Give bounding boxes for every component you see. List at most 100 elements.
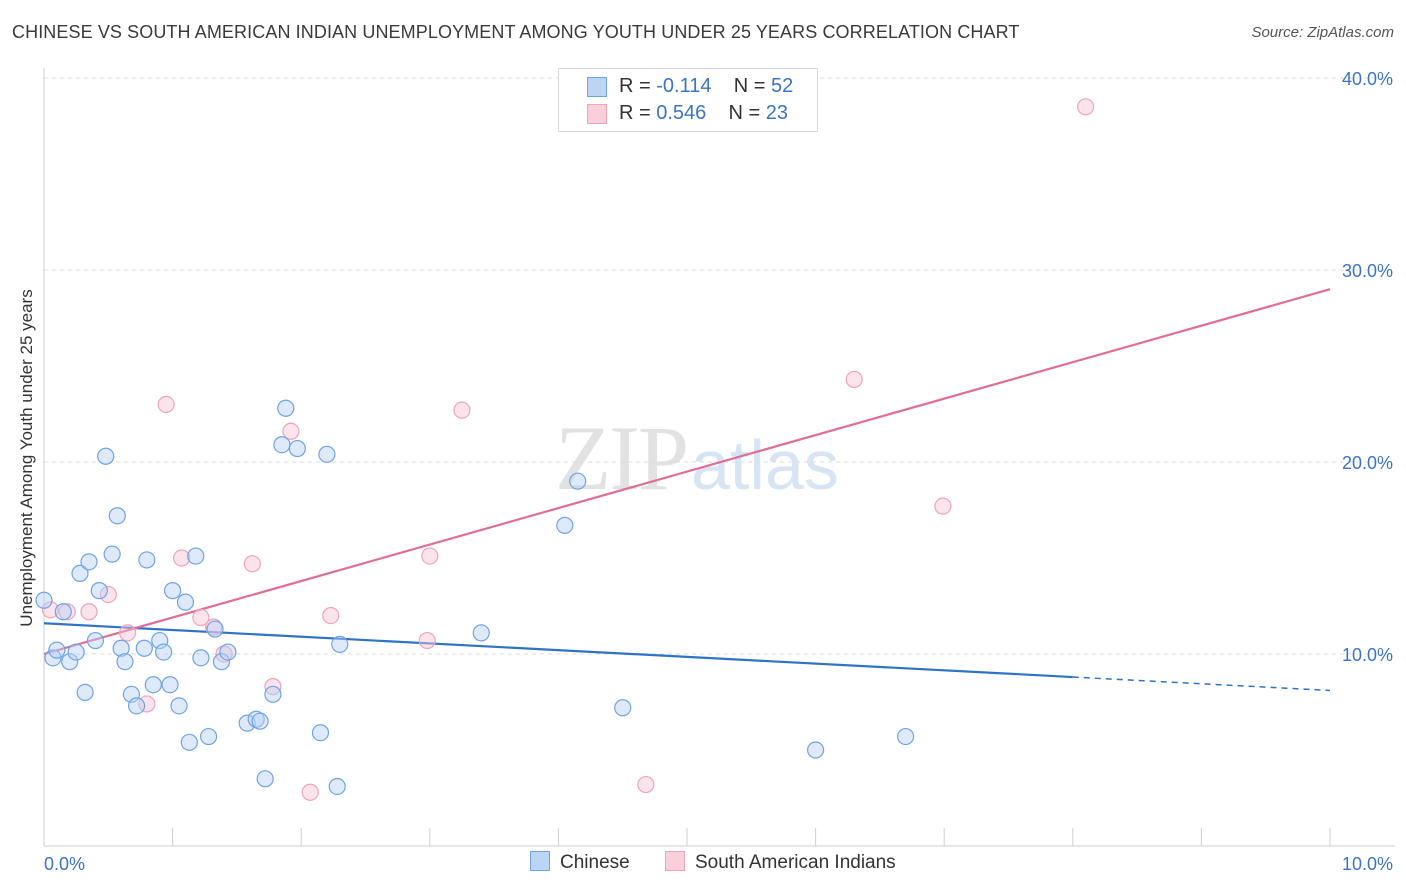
point-chinese bbox=[112, 639, 130, 657]
point-south-american-indian bbox=[421, 547, 439, 565]
point-chinese bbox=[331, 635, 349, 654]
trend-line-south-american-indians bbox=[43, 288, 1331, 656]
y-tick-label: 10.0% bbox=[1342, 645, 1393, 665]
trend-lines bbox=[43, 288, 1331, 692]
point-chinese bbox=[277, 399, 295, 417]
point-south-american-indian bbox=[845, 370, 863, 389]
y-tick-label: 30.0% bbox=[1342, 261, 1393, 281]
point-chinese bbox=[328, 777, 346, 796]
point-south-american-indian bbox=[99, 585, 117, 604]
bottom-legend-south-american-indians-label: South American Indians bbox=[695, 852, 896, 873]
watermark: ZIPatlas bbox=[555, 405, 839, 511]
point-chinese bbox=[219, 643, 237, 661]
point-south-american-indian bbox=[118, 624, 137, 642]
point-chinese bbox=[256, 770, 274, 788]
point-chinese bbox=[116, 653, 134, 671]
south-american-indian-swatch bbox=[587, 104, 607, 124]
point-chinese bbox=[897, 727, 915, 746]
point-south-american-indian bbox=[157, 395, 175, 413]
y-tick-label: 20.0% bbox=[1342, 453, 1393, 473]
point-chinese bbox=[76, 683, 94, 702]
point-south-american-indian bbox=[934, 497, 952, 515]
point-chinese bbox=[192, 649, 210, 667]
point-chinese bbox=[238, 714, 256, 732]
chinese-swatch bbox=[587, 77, 607, 97]
south-american-indian-swatch bbox=[665, 851, 685, 871]
chart-title: CHINESE VS SOUTH AMERICAN INDIAN UNEMPLO… bbox=[12, 22, 1020, 42]
tick-labels: 10.0% 20.0% 30.0% 40.0% 0.0% 10.0% bbox=[44, 69, 1393, 874]
point-chinese bbox=[200, 727, 218, 746]
legend-n-value-chinese: 52 bbox=[770, 75, 794, 97]
legend-n-label: N = bbox=[733, 75, 766, 97]
point-chinese bbox=[154, 643, 173, 661]
point-south-american-indian bbox=[58, 603, 76, 621]
point-south-american-indian bbox=[453, 401, 471, 419]
point-chinese bbox=[103, 545, 121, 563]
point-south-american-indian bbox=[282, 422, 300, 440]
points-chinese bbox=[35, 399, 915, 796]
point-chinese bbox=[61, 653, 79, 671]
source-label: Source: ZipAtlas.com bbox=[1251, 24, 1394, 41]
point-chinese bbox=[176, 593, 195, 611]
point-chinese bbox=[273, 436, 291, 454]
trend-line-chinese bbox=[43, 622, 1073, 679]
point-chinese bbox=[556, 516, 574, 534]
point-chinese bbox=[164, 582, 182, 600]
legend-r-label: R = bbox=[619, 75, 651, 97]
point-chinese bbox=[170, 697, 188, 715]
point-chinese bbox=[472, 624, 490, 642]
x-tick-label: 10.0% bbox=[1342, 854, 1393, 874]
point-south-american-indian bbox=[41, 601, 60, 619]
point-chinese bbox=[67, 643, 85, 661]
trend-line-chinese-extension bbox=[1072, 676, 1331, 692]
x-tick-label: 0.0% bbox=[44, 854, 85, 874]
point-south-american-indian bbox=[301, 783, 319, 801]
point-chinese bbox=[318, 445, 336, 463]
point-chinese bbox=[97, 447, 115, 465]
point-south-american-indian bbox=[1077, 98, 1095, 116]
point-chinese bbox=[86, 631, 105, 650]
watermark-zip: ZIP bbox=[555, 407, 689, 509]
point-chinese bbox=[251, 712, 269, 730]
y-tick-label: 40.0% bbox=[1342, 69, 1393, 89]
point-chinese bbox=[614, 699, 632, 717]
point-chinese bbox=[569, 472, 587, 490]
legend-r-value-chinese: -0.114 bbox=[656, 75, 712, 97]
point-chinese bbox=[80, 553, 98, 571]
point-chinese bbox=[161, 676, 179, 694]
point-chinese bbox=[48, 641, 66, 659]
correlation-legend: R = -0.114 N = 52 R = 0.546 N = 23 bbox=[558, 68, 818, 132]
point-chinese bbox=[187, 547, 205, 565]
point-chinese bbox=[108, 507, 126, 525]
point-chinese bbox=[144, 676, 162, 694]
legend-n-label: N = bbox=[728, 102, 761, 124]
point-south-american-indian bbox=[192, 608, 210, 627]
point-chinese bbox=[90, 582, 108, 600]
legend-n-value-south-american-indian: 23 bbox=[765, 102, 789, 124]
point-chinese bbox=[206, 620, 224, 638]
point-chinese bbox=[806, 741, 825, 759]
point-chinese bbox=[54, 603, 72, 621]
point-chinese bbox=[127, 697, 146, 715]
point-south-american-indian bbox=[322, 606, 340, 625]
point-south-american-indian bbox=[138, 695, 156, 713]
chinese-swatch bbox=[530, 851, 550, 871]
points-south-american-indians bbox=[41, 98, 1095, 801]
bottom-legend-south-american-indians: South American Indians bbox=[665, 851, 896, 874]
point-chinese bbox=[180, 733, 198, 751]
legend-r-value-south-american-indian: 0.546 bbox=[656, 102, 707, 124]
point-chinese bbox=[138, 551, 156, 569]
point-chinese bbox=[264, 685, 282, 703]
legend-r-label: R = bbox=[619, 102, 651, 124]
point-chinese bbox=[71, 564, 89, 582]
point-south-american-indian bbox=[243, 555, 261, 573]
point-chinese bbox=[288, 439, 306, 458]
axes bbox=[43, 68, 1395, 847]
point-south-american-indian bbox=[173, 549, 191, 567]
y-axis-label: Unemployment Among Youth under 25 years bbox=[17, 289, 36, 627]
point-south-american-indian bbox=[418, 631, 436, 650]
point-chinese bbox=[35, 591, 53, 609]
point-south-american-indian bbox=[637, 775, 655, 794]
watermark-atlas: atlas bbox=[691, 426, 839, 504]
